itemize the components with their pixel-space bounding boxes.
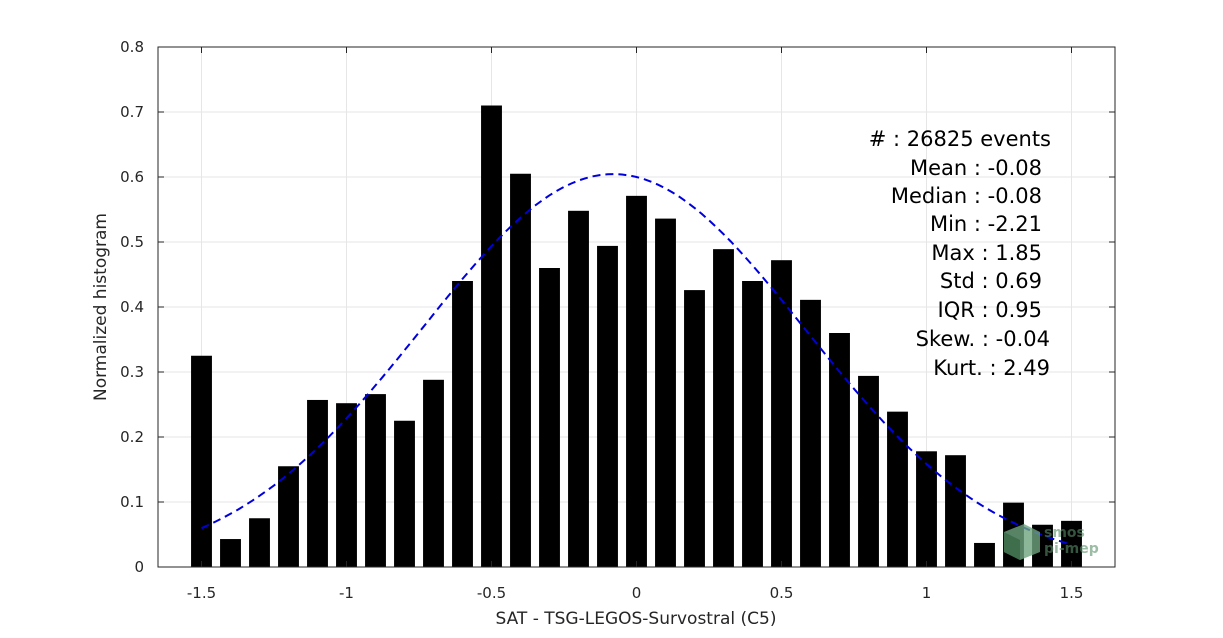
histogram-bar	[452, 281, 473, 567]
stats-box: # : 26825 events Mean : -0.08 Median : -…	[869, 127, 1051, 380]
histogram-bar	[742, 281, 763, 567]
stat-iqr: IQR : 0.95	[938, 298, 1043, 322]
y-tick-label: 0.8	[120, 38, 144, 56]
stat-std: Std : 0.69	[940, 269, 1042, 293]
histogram-bar	[887, 411, 908, 567]
stat-max: Max : 1.85	[931, 241, 1042, 265]
histogram-bar	[394, 420, 415, 567]
histogram-bar	[800, 299, 821, 567]
y-tick-label: 0.1	[120, 493, 144, 511]
histogram-bar	[249, 518, 270, 567]
stat-kurt: Kurt. : 2.49	[933, 356, 1050, 380]
x-tick-label: 0	[632, 584, 642, 602]
normal-fit-curve	[201, 173, 1072, 546]
smos-pimep-logo: smos pi-mep	[1004, 524, 1099, 560]
histogram-bar	[858, 375, 879, 567]
histogram-bar	[278, 466, 299, 567]
y-axis-label: Normalized histogram	[91, 213, 111, 401]
histogram-bar	[684, 290, 705, 567]
y-tick-label: 0.2	[120, 428, 144, 446]
histogram-bar	[336, 403, 357, 567]
histogram-bar	[597, 245, 618, 567]
axis-ticks: -1.5 -1 -0.5 0 0.5 1 1.5 0 0.1 0.2 0.3 0.4 0.5 0.6 0.7…	[120, 38, 1115, 602]
histogram-bar	[220, 539, 241, 567]
logo-text-pimep: pi-mep	[1044, 541, 1099, 557]
histogram-bar	[539, 268, 560, 567]
stat-count: # : 26825 events	[869, 127, 1051, 151]
histogram-bar	[568, 210, 589, 568]
histogram-bar	[945, 455, 966, 567]
stat-min: Min : -2.21	[930, 212, 1042, 236]
histogram-bar	[974, 542, 995, 567]
y-tick-label: 0.7	[120, 103, 144, 121]
histogram-bar	[191, 355, 212, 567]
y-tick-label: 0.3	[120, 363, 144, 381]
y-tick-label: 0.5	[120, 233, 144, 251]
histogram-bar	[307, 399, 328, 567]
histogram-bar	[510, 173, 531, 567]
x-axis-label: SAT - TSG-LEGOS-Survostral (C5)	[496, 609, 777, 629]
histogram-bar	[829, 333, 850, 567]
x-tick-label: 0.5	[770, 584, 794, 602]
stat-mean: Mean : -0.08	[910, 156, 1042, 180]
histogram-bar	[771, 260, 792, 567]
histogram-bar	[481, 105, 502, 567]
y-tick-label: 0	[134, 558, 144, 576]
logo-text-smos: smos	[1044, 525, 1085, 541]
histogram-bar	[916, 451, 937, 567]
x-tick-label: -0.5	[477, 584, 506, 602]
histogram-bar	[423, 379, 444, 567]
y-tick-label: 0.6	[120, 168, 144, 186]
stat-median: Median : -0.08	[891, 184, 1042, 208]
x-tick-label: 1	[922, 584, 932, 602]
histogram-bar	[1061, 520, 1082, 567]
stat-skew: Skew. : -0.04	[916, 327, 1050, 351]
histogram-bar	[655, 218, 676, 567]
x-tick-label: -1.5	[187, 584, 216, 602]
histogram-bar	[713, 249, 734, 567]
histogram-bar	[626, 195, 647, 567]
x-tick-label: -1	[339, 584, 354, 602]
histogram-bar	[365, 394, 386, 567]
histogram-bars	[191, 105, 1082, 568]
x-tick-label: 1.5	[1060, 584, 1084, 602]
y-tick-label: 0.4	[120, 298, 144, 316]
